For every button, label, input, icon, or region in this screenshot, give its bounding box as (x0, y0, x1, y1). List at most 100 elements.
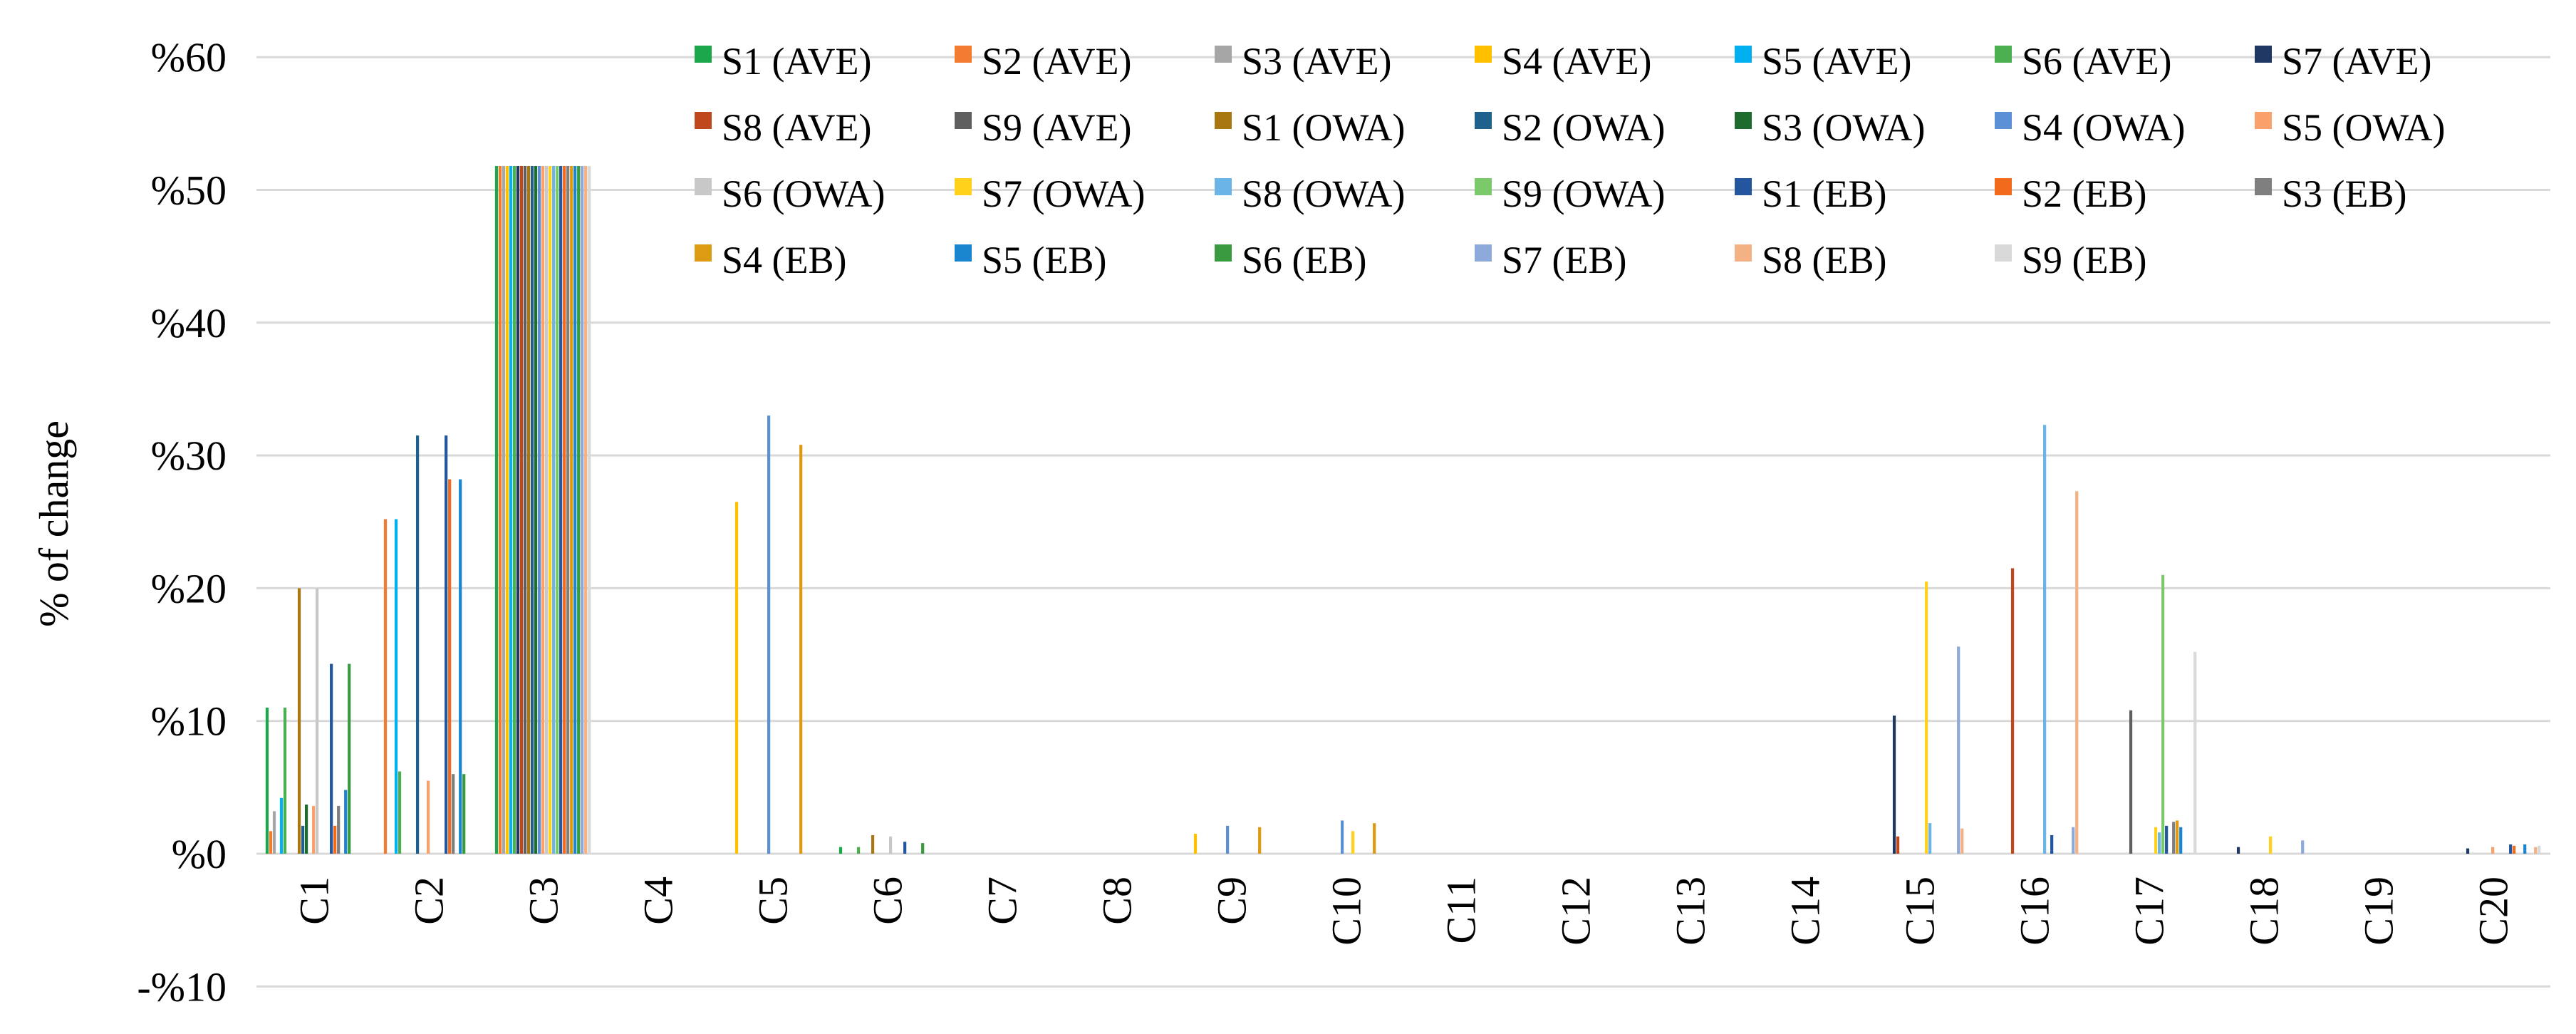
x-tick-label: C1 (291, 877, 338, 925)
bar (577, 165, 581, 854)
legend-label: S7 (OWA) (982, 172, 1145, 215)
legend-swatch (1995, 244, 2012, 262)
bar (1340, 820, 1344, 854)
bar (921, 843, 925, 854)
bar (534, 165, 538, 854)
bar (427, 780, 430, 854)
bar (2534, 847, 2538, 854)
legend-label: S8 (OWA) (1242, 172, 1405, 215)
legend-item: S3 (AVE) (1215, 40, 1392, 83)
x-tick-label: C8 (1094, 877, 1141, 925)
legend-label: S7 (EB) (1502, 239, 1627, 281)
bar (519, 165, 524, 854)
legend-item: S3 (EB) (2255, 172, 2407, 215)
bar (1225, 825, 1230, 854)
legend-item: S2 (OWA) (1475, 106, 1665, 149)
bar (512, 165, 516, 854)
legend-item: S7 (EB) (1475, 239, 1627, 281)
bar (2158, 832, 2161, 854)
legend-label: S9 (OWA) (1502, 172, 1665, 215)
legend-label: S9 (EB) (2022, 239, 2147, 281)
y-tick-label: %40 (151, 300, 227, 346)
legend-label: S4 (OWA) (2022, 106, 2185, 149)
bar (566, 165, 570, 854)
bar (452, 774, 455, 854)
legend-swatch (2255, 112, 2272, 129)
bar (838, 847, 843, 854)
legend-label: S7 (AVE) (2282, 40, 2432, 83)
bar (445, 435, 448, 854)
legend-label: S5 (AVE) (1762, 40, 1912, 83)
x-tick-label: C18 (2241, 877, 2287, 946)
bar (2075, 491, 2079, 854)
legend-label: S6 (AVE) (2022, 40, 2172, 83)
legend-swatch (955, 46, 972, 63)
x-tick-label: C9 (1209, 877, 1255, 925)
legend-swatch (1995, 112, 2012, 129)
legend-swatch (1475, 112, 1492, 129)
bar (2179, 827, 2183, 854)
legend-swatch (2255, 178, 2272, 195)
bar (563, 165, 566, 854)
y-tick-label: %10 (151, 698, 227, 745)
legend-swatch (695, 178, 712, 195)
legend-swatch (1735, 178, 1752, 195)
bar (1896, 836, 1900, 854)
bar (889, 836, 893, 854)
legend-label: S1 (OWA) (1242, 106, 1405, 149)
legend-label: S9 (AVE) (982, 106, 1132, 149)
x-tick-label: C20 (2471, 877, 2517, 946)
bar (541, 165, 545, 854)
legend-item: S9 (EB) (1995, 239, 2147, 281)
x-tick-label: C17 (2126, 877, 2173, 946)
legend-swatch (2255, 46, 2272, 63)
bar (2176, 820, 2179, 854)
bar (581, 165, 584, 854)
legend-item: S2 (AVE) (955, 40, 1132, 83)
legend-swatch (955, 112, 972, 129)
bar (337, 805, 341, 854)
x-tick-label: C10 (1324, 877, 1370, 946)
legend-swatch (1475, 178, 1492, 195)
legend-label: S4 (AVE) (1502, 40, 1652, 83)
bar (301, 825, 305, 854)
bar (570, 165, 573, 854)
legend: S1 (AVE) S2 (AVE) S3 (AVE) S4 (AVE) S5 (AVE)… (695, 40, 2445, 281)
bar (856, 847, 861, 854)
legend-label: S2 (OWA) (1502, 106, 1665, 149)
bar (2538, 845, 2541, 854)
y-axis-label: % of change (31, 420, 77, 627)
bar (269, 831, 273, 854)
x-tick-label: C2 (406, 877, 452, 925)
bar (1892, 715, 1896, 854)
bar (2165, 825, 2169, 854)
bar (1373, 823, 1376, 854)
legend-swatch (1215, 178, 1232, 195)
bar (767, 415, 771, 854)
y-tick-label: %30 (151, 433, 227, 479)
legend-item: S3 (OWA) (1735, 106, 1925, 149)
legend-item: S4 (AVE) (1475, 40, 1652, 83)
legend-label: S2 (AVE) (982, 40, 1132, 83)
bar (265, 708, 269, 854)
legend-item: S6 (AVE) (1995, 40, 2172, 83)
bar (871, 834, 875, 854)
legend-swatch (955, 244, 972, 262)
bar (297, 588, 301, 854)
bar (1193, 834, 1198, 854)
legend-label: S8 (EB) (1762, 239, 1887, 281)
bar (903, 842, 907, 854)
bar (588, 165, 591, 854)
x-tick-label: C19 (2356, 877, 2402, 946)
legend-item: S5 (OWA) (2255, 106, 2445, 149)
bar (383, 519, 388, 854)
y-tick-label: %0 (172, 831, 227, 877)
legend-swatch (1475, 244, 1492, 262)
bar (2161, 574, 2165, 854)
bar (1960, 828, 1964, 854)
legend-item: S8 (AVE) (695, 106, 872, 149)
bar (330, 663, 333, 854)
x-tick-label: C15 (1897, 877, 1943, 946)
legend-item: S9 (OWA) (1475, 172, 1665, 215)
